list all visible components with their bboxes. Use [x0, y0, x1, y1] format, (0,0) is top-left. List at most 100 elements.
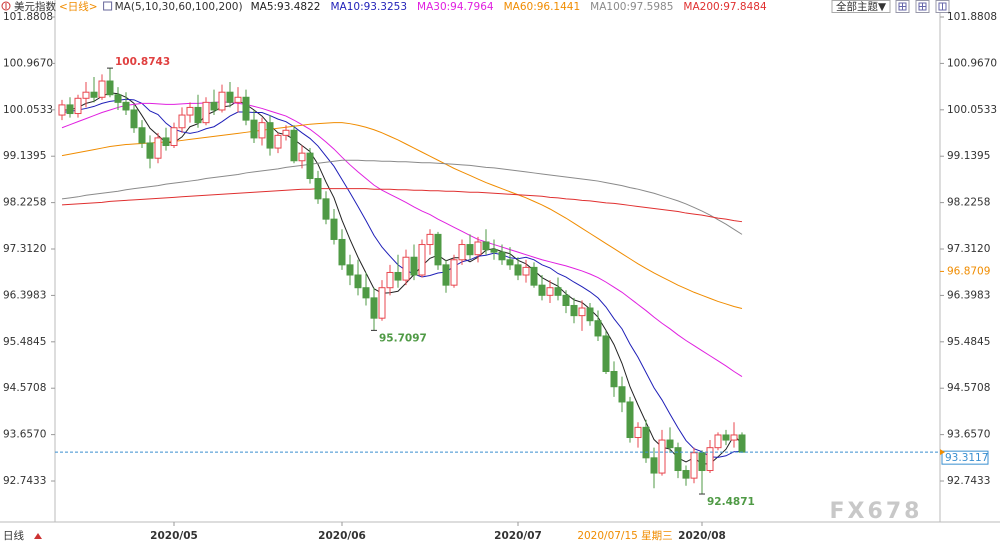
legend-entry: MA10:93.3253 — [330, 1, 407, 13]
candle-body — [98, 80, 106, 98]
legend-entry: MA60:96.1441 — [504, 1, 581, 13]
y-tick-label: 94.5708 — [3, 382, 46, 394]
candle-body — [426, 233, 434, 246]
low-label: 92.4871 — [707, 496, 755, 508]
candle-body — [362, 287, 370, 299]
candle-body — [618, 386, 626, 403]
theme-button-label[interactable]: 全部主题▼ — [836, 0, 887, 13]
candle-body — [306, 152, 314, 180]
y-tick-label: 100.9670 — [3, 57, 53, 69]
candle-body — [682, 470, 690, 479]
candle-body — [474, 241, 482, 256]
candle-body — [410, 256, 418, 276]
button-frame[interactable] — [831, 0, 891, 13]
x-tick-label: 2020/06 — [318, 530, 366, 542]
y-tick-label: 92.7433 — [947, 475, 990, 487]
ma-params: MA(5,10,30,60,100,200) — [115, 1, 243, 13]
candle-body — [442, 264, 450, 286]
period-tab[interactable]: 日线 — [3, 529, 24, 542]
candle-body — [610, 370, 618, 388]
candle-body — [202, 101, 210, 124]
candle-body — [90, 91, 98, 98]
candle-body — [578, 307, 586, 317]
candle-body — [354, 274, 362, 289]
legend-entry: MA100:97.5985 — [590, 1, 673, 13]
candle-body — [490, 249, 498, 253]
header-icon — [1, 1, 11, 11]
period-label: <日线> — [59, 0, 98, 13]
candle-body — [418, 244, 426, 276]
x-tick-label: 2020/07 — [494, 530, 542, 542]
y-tick-label: 97.3120 — [3, 243, 46, 255]
candle-body — [82, 91, 90, 99]
high-label: 100.8743 — [115, 56, 170, 68]
candle-body — [370, 297, 378, 319]
candle-body — [194, 106, 202, 124]
candle-body — [234, 96, 242, 103]
y-tick-label: 100.9670 — [947, 57, 997, 69]
y-tick-label: 96.3983 — [947, 289, 990, 301]
y-tick-label: 99.1395 — [3, 150, 46, 162]
candle-body — [466, 244, 474, 256]
candle-body — [394, 271, 402, 281]
legend: 美元指数 <日线> MA(5,10,30,60,100,200) MA5:93.482… — [14, 0, 767, 13]
plot-area — [58, 68, 746, 495]
last-price-box — [941, 450, 989, 465]
candle-body — [178, 114, 186, 129]
candle-body — [434, 233, 442, 266]
toolbar-icon[interactable] — [935, 0, 950, 13]
candle-body — [274, 134, 282, 149]
ma-icon — [103, 1, 113, 11]
y-tick-label: 100.0533 — [947, 104, 997, 116]
candle-body — [634, 426, 642, 439]
candle-body — [282, 129, 290, 136]
last-price-label: 93.3117 — [945, 452, 988, 464]
candle-body — [402, 256, 410, 281]
candle-body — [130, 109, 138, 129]
y-tick-label: 93.6570 — [947, 429, 990, 441]
candle-body — [162, 137, 170, 147]
candle-body — [482, 241, 490, 251]
candle-body — [330, 218, 338, 240]
candle-body — [626, 401, 634, 439]
tab-arrow[interactable] — [34, 533, 42, 539]
candle-body — [738, 434, 746, 453]
candle-body — [154, 137, 162, 159]
candle-body — [146, 142, 154, 159]
candle-body — [266, 122, 274, 149]
candle-body — [586, 307, 594, 322]
y-tick-label: 95.4845 — [947, 336, 990, 348]
candle-body — [66, 104, 74, 115]
low-label: 95.7097 — [379, 332, 427, 344]
candle-body — [666, 439, 674, 449]
candle-body — [730, 434, 738, 441]
candle-body — [562, 294, 570, 306]
candle-body — [322, 198, 330, 220]
candle-body — [554, 287, 562, 296]
legend-entry: MA200:97.8484 — [683, 1, 767, 13]
candle-body — [658, 439, 666, 474]
toolbar-icon[interactable] — [895, 0, 910, 13]
candle-body — [498, 251, 506, 261]
legend-entry: MA30:94.7964 — [417, 1, 494, 13]
candle-body — [690, 452, 698, 479]
candle-body — [602, 335, 610, 372]
candle-body — [650, 457, 658, 474]
candle-body — [546, 287, 554, 296]
candle-body — [242, 96, 250, 121]
candle-body — [250, 119, 258, 139]
symbol-title: 美元指数 — [14, 0, 56, 13]
candle-body — [290, 129, 298, 162]
toolbar-icon[interactable] — [915, 0, 930, 13]
candle-body — [538, 284, 546, 296]
y-tick-label: 96.3983 — [3, 289, 46, 301]
y-tick-label: 93.6570 — [3, 429, 46, 441]
theme-button[interactable]: 全部主题▼ — [831, 0, 891, 13]
candle-body — [378, 287, 386, 319]
candle-body — [122, 101, 130, 111]
candle-body — [58, 104, 66, 116]
candle-body — [138, 127, 146, 144]
candle-body — [186, 106, 194, 116]
